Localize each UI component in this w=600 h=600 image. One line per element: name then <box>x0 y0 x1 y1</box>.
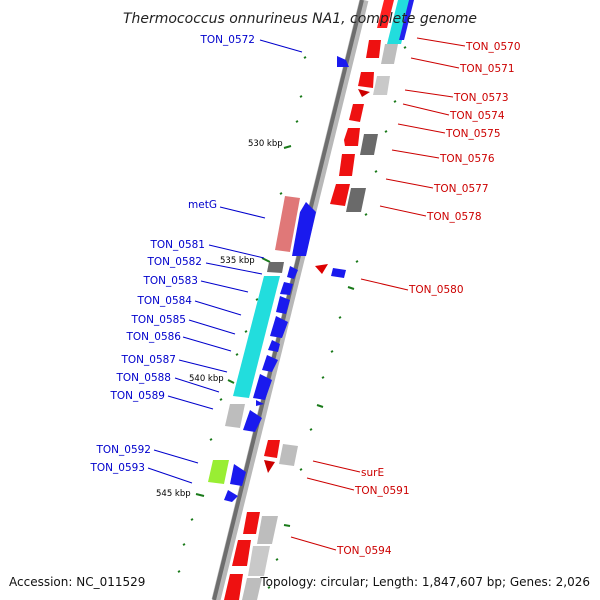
forward-gene-labels: TON_0572 metG TON_0581 TON_0582 TON_0583… <box>89 34 255 474</box>
gene-label[interactable]: TON_0586 <box>125 331 181 343</box>
gene-label[interactable]: TON_0591 <box>354 485 410 497</box>
gene-label[interactable]: TON_0589 <box>109 390 165 402</box>
accession-text: Accession: NC_011529 <box>9 575 145 589</box>
gene-label[interactable]: TON_0577 <box>433 183 489 195</box>
gene-label[interactable]: TON_0583 <box>142 275 198 287</box>
topology-text: Topology: circular; Length: 1,847,607 bp… <box>259 575 590 589</box>
gene-label[interactable]: TON_0574 <box>449 110 505 122</box>
gene-label[interactable]: TON_0578 <box>426 211 482 223</box>
gene-label[interactable]: TON_0587 <box>120 354 176 366</box>
gene-label[interactable]: TON_0582 <box>146 256 202 268</box>
forward-leader-lines <box>147 39 303 484</box>
kbp-label: 530 kbp <box>248 139 283 149</box>
kbp-label: 535 kbp <box>220 256 255 266</box>
reverse-leader-lines <box>290 37 466 551</box>
forward-strand-genes <box>208 56 349 502</box>
gene-label[interactable]: surE <box>361 467 384 479</box>
map-title: Thermococcus onnurineus NA1, complete ge… <box>123 11 477 27</box>
gene-label[interactable]: TON_0594 <box>336 545 392 557</box>
gene-label[interactable]: TON_0581 <box>149 239 205 251</box>
reverse-gene-labels: TON_0570 TON_0571 TON_0573 TON_0574 TON_… <box>336 41 521 557</box>
gene-label[interactable]: TON_0576 <box>439 153 495 165</box>
gene-label[interactable]: TON_0572 <box>199 34 255 46</box>
gene-label[interactable]: TON_0575 <box>445 128 501 140</box>
gene-label[interactable]: TON_0592 <box>95 444 151 456</box>
gene-label[interactable]: TON_0588 <box>115 372 171 384</box>
gene-label[interactable]: TON_0571 <box>459 63 515 75</box>
gene-label[interactable]: TON_0584 <box>136 295 192 307</box>
kbp-label: 540 kbp <box>189 374 224 384</box>
gene-label[interactable]: TON_0573 <box>453 92 509 104</box>
tick-track <box>177 46 407 589</box>
kbp-label: 545 kbp <box>156 489 191 499</box>
gene-label[interactable]: TON_0570 <box>465 41 521 53</box>
gene-label[interactable]: TON_0593 <box>89 462 145 474</box>
reverse-strand-genes <box>224 0 414 600</box>
gene-label[interactable]: metG <box>188 199 217 211</box>
gene-label[interactable]: TON_0580 <box>408 284 464 296</box>
gene-label[interactable]: TON_0585 <box>130 314 186 326</box>
